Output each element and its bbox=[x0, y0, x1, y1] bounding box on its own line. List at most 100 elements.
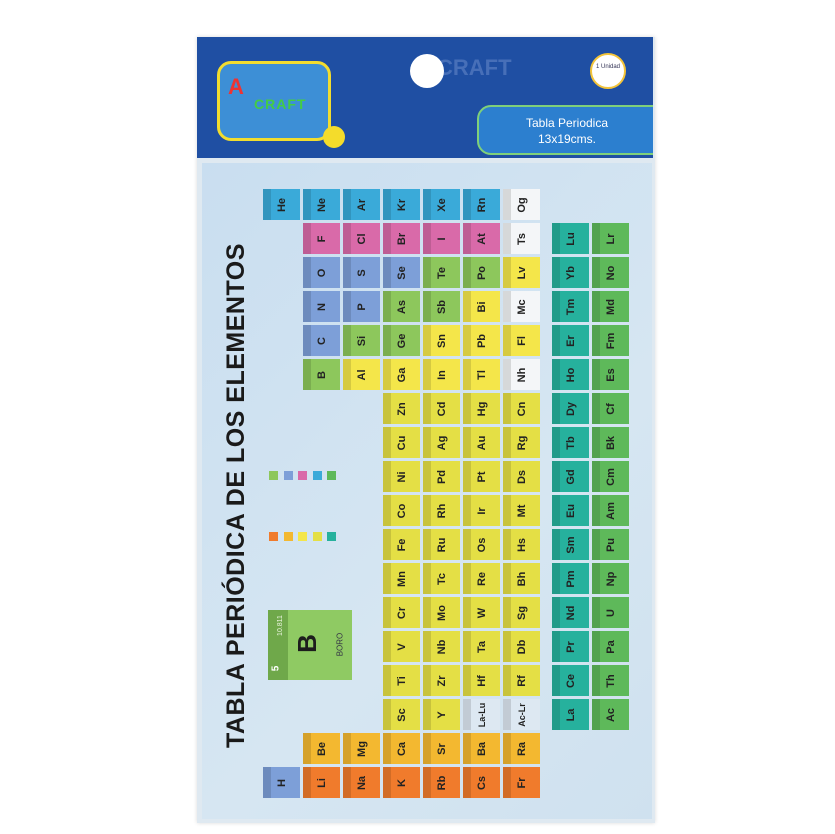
element-cd: Cd bbox=[423, 393, 460, 424]
element-symbol: Te bbox=[435, 266, 448, 279]
element-mc: Mc bbox=[503, 291, 540, 322]
element-rb: Rb bbox=[423, 767, 460, 798]
element-re: Re bbox=[463, 563, 500, 594]
element-symbol: Sn bbox=[435, 333, 448, 348]
element-ac: Ac bbox=[592, 699, 629, 730]
element-as: As bbox=[383, 291, 420, 322]
element-symbol: Ta bbox=[475, 640, 488, 653]
element-symbol: Tm bbox=[564, 298, 577, 315]
element-symbol: Rh bbox=[435, 503, 448, 518]
element-pb: Pb bbox=[463, 325, 500, 356]
element-co: Co bbox=[383, 495, 420, 526]
element-os: Os bbox=[463, 529, 500, 560]
element-symbol: Nh bbox=[515, 367, 528, 382]
product-size: 13x19cms. bbox=[537, 132, 597, 146]
element-bi: Bi bbox=[463, 291, 500, 322]
element-er: Er bbox=[552, 325, 589, 356]
element-lv: Lv bbox=[503, 257, 540, 288]
element-h: H bbox=[263, 767, 300, 798]
element-og: Og bbox=[503, 189, 540, 220]
element-u: U bbox=[592, 597, 629, 628]
element-no: No bbox=[592, 257, 629, 288]
legend-swatch-nonmetal bbox=[283, 471, 293, 480]
element-o: O bbox=[303, 257, 340, 288]
element-np: Np bbox=[592, 563, 629, 594]
element-bh: Bh bbox=[503, 563, 540, 594]
element-v: V bbox=[383, 631, 420, 662]
element-symbol: Mc bbox=[515, 298, 528, 315]
legend-swatch-alkali bbox=[269, 532, 278, 541]
element-k: K bbox=[383, 767, 420, 798]
element-symbol: Pu bbox=[604, 537, 617, 552]
element-symbol: Bh bbox=[515, 571, 528, 586]
element-hg: Hg bbox=[463, 393, 500, 424]
element-symbol: Fr bbox=[515, 777, 528, 788]
element-pa: Pa bbox=[592, 631, 629, 662]
sheet-title: TABLA PERIÓDICA DE LOS ELEMENTOS bbox=[222, 243, 250, 748]
element-symbol: Rf bbox=[515, 674, 528, 687]
element-symbol: Ac bbox=[604, 707, 617, 722]
element-te: Te bbox=[423, 257, 460, 288]
element-fe: Fe bbox=[383, 529, 420, 560]
element-sg: Sg bbox=[503, 597, 540, 628]
element-symbol: Er bbox=[564, 334, 577, 347]
element-br: Br bbox=[383, 223, 420, 254]
element-symbol: Hg bbox=[475, 401, 488, 416]
element-symbol: Rb bbox=[435, 775, 448, 790]
element-symbol: Pb bbox=[475, 333, 488, 348]
element-symbol: Cu bbox=[395, 435, 408, 450]
element-symbol: Ho bbox=[564, 367, 577, 382]
element-ra: Ra bbox=[503, 733, 540, 764]
element-pt: Pt bbox=[463, 461, 500, 492]
element-symbol: Zr bbox=[435, 675, 448, 686]
kids-badge bbox=[323, 126, 345, 148]
element-ar: Ar bbox=[343, 189, 380, 220]
product-name: Tabla Periodica bbox=[525, 116, 609, 130]
element-cu: Cu bbox=[383, 427, 420, 458]
element-fr: Fr bbox=[503, 767, 540, 798]
element-tm: Tm bbox=[552, 291, 589, 322]
element-sc: Sc bbox=[383, 699, 420, 730]
element-w: W bbox=[463, 597, 500, 628]
element-lr: Lr bbox=[592, 223, 629, 254]
element-symbol: Np bbox=[604, 571, 617, 586]
element-am: Am bbox=[592, 495, 629, 526]
element-symbol: Nd bbox=[564, 605, 577, 620]
element-symbol: P bbox=[355, 302, 368, 311]
element-hf: Hf bbox=[463, 665, 500, 696]
element-mo: Mo bbox=[423, 597, 460, 628]
element-ac-lr: Ac-Lr bbox=[503, 699, 540, 730]
element-symbol: Tc bbox=[435, 572, 448, 585]
element-symbol: Og bbox=[515, 196, 528, 213]
element-ge: Ge bbox=[383, 325, 420, 356]
element-symbol: Pr bbox=[564, 640, 577, 653]
element-sb: Sb bbox=[423, 291, 460, 322]
element-la-lu: La-Lu bbox=[463, 699, 500, 730]
element-symbol: Hf bbox=[475, 674, 488, 687]
element-la: La bbox=[552, 699, 589, 730]
element-rg: Rg bbox=[503, 427, 540, 458]
element-symbol: Cf bbox=[604, 402, 617, 415]
element-symbol: Pm bbox=[564, 569, 577, 588]
element-symbol: F bbox=[315, 235, 328, 242]
element-symbol: Rg bbox=[515, 435, 528, 450]
element-symbol: At bbox=[475, 232, 488, 245]
element-symbol: Ag bbox=[435, 435, 448, 450]
element-symbol: V bbox=[395, 642, 408, 651]
element-symbol: Po bbox=[475, 265, 488, 280]
element-symbol: Se bbox=[395, 265, 408, 280]
element-rh: Rh bbox=[423, 495, 460, 526]
hang-hole bbox=[410, 54, 444, 88]
element-fl: Fl bbox=[503, 325, 540, 356]
element-symbol: Fm bbox=[604, 332, 617, 349]
element-symbol: As bbox=[395, 299, 408, 314]
element-symbol: Cl bbox=[355, 233, 368, 244]
element-symbol: S bbox=[355, 268, 368, 277]
element-ir: Ir bbox=[463, 495, 500, 526]
package-header: CRAFT A CRAFT 1 Unidad Tabla Periodica 13… bbox=[197, 37, 653, 158]
legend-swatch-halogen bbox=[298, 471, 307, 480]
element-pm: Pm bbox=[552, 563, 589, 594]
element-zn: Zn bbox=[383, 393, 420, 424]
element-mt: Mt bbox=[503, 495, 540, 526]
element-symbol: Na bbox=[355, 775, 368, 790]
